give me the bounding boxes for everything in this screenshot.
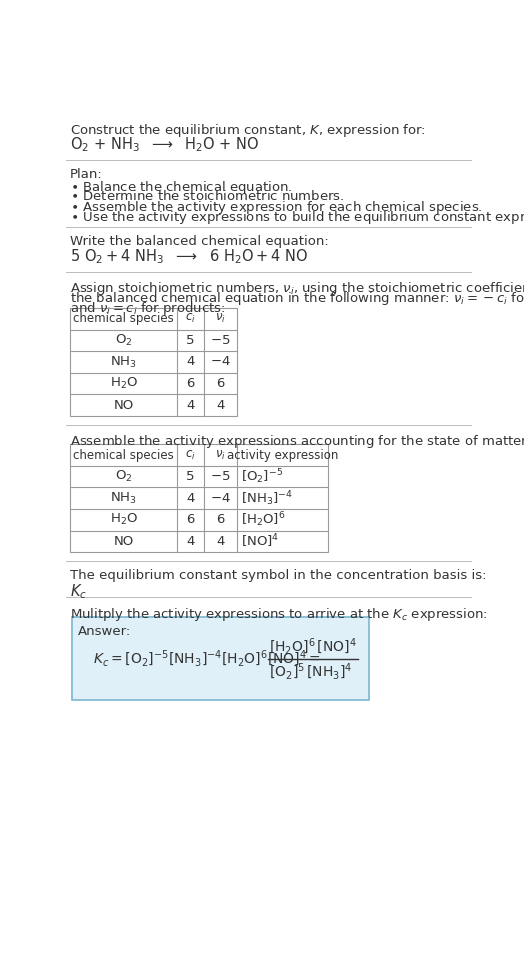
- Text: 4: 4: [187, 399, 195, 411]
- Text: 6: 6: [187, 513, 195, 527]
- Text: $K_c = [\mathrm{O_2}]^{-5}[\mathrm{NH_3}]^{-4}[\mathrm{H_2O}]^{6}[\mathrm{NO}]^{: $K_c = [\mathrm{O_2}]^{-5}[\mathrm{NH_3}…: [93, 649, 321, 669]
- Text: $-5$: $-5$: [210, 470, 231, 483]
- Text: $\nu_i$: $\nu_i$: [215, 312, 226, 325]
- Text: $\mathrm{O_2}$ + $\mathrm{NH_3}$  $\longrightarrow$  $\mathrm{H_2O}$ + NO: $\mathrm{O_2}$ + $\mathrm{NH_3}$ $\longr…: [70, 136, 259, 154]
- Text: activity expression: activity expression: [227, 449, 338, 461]
- Text: $\bullet$ Assemble the activity expression for each chemical species.: $\bullet$ Assemble the activity expressi…: [70, 198, 483, 216]
- Text: and $\nu_i = c_i$ for products:: and $\nu_i = c_i$ for products:: [70, 299, 226, 317]
- Text: 4: 4: [216, 399, 225, 411]
- Text: $\mathrm{NH_3}$: $\mathrm{NH_3}$: [110, 354, 137, 370]
- Text: chemical species: chemical species: [73, 449, 174, 461]
- Text: $c_i$: $c_i$: [185, 312, 196, 325]
- Text: $\mathrm{O_2}$: $\mathrm{O_2}$: [115, 469, 133, 484]
- Text: 6: 6: [216, 513, 225, 527]
- Text: 4: 4: [187, 355, 195, 369]
- Text: $\bullet$ Balance the chemical equation.: $\bullet$ Balance the chemical equation.: [70, 179, 292, 195]
- Text: $\bullet$ Use the activity expressions to build the equilibrium constant express: $\bullet$ Use the activity expressions t…: [70, 209, 524, 225]
- Text: $[\mathrm{H_2O}]^{6}$: $[\mathrm{H_2O}]^{6}$: [242, 510, 286, 529]
- Text: $K_c$: $K_c$: [70, 583, 87, 601]
- Text: $[\mathrm{NO}]^{4}$: $[\mathrm{NO}]^{4}$: [242, 533, 280, 550]
- Text: chemical species: chemical species: [73, 312, 174, 325]
- Text: Assemble the activity expressions accounting for the state of matter and $\nu_i$: Assemble the activity expressions accoun…: [70, 432, 524, 450]
- Text: $[\mathrm{NH_3}]^{-4}$: $[\mathrm{NH_3}]^{-4}$: [242, 489, 293, 508]
- Text: NO: NO: [114, 399, 134, 411]
- Text: $\nu_i$: $\nu_i$: [215, 449, 226, 461]
- Text: 4: 4: [187, 534, 195, 548]
- Text: 6: 6: [216, 377, 225, 390]
- Text: 5: 5: [187, 334, 195, 347]
- FancyBboxPatch shape: [72, 617, 369, 700]
- Text: NO: NO: [114, 534, 134, 548]
- Text: The equilibrium constant symbol in the concentration basis is:: The equilibrium constant symbol in the c…: [70, 569, 487, 582]
- Text: $\mathrm{H_2O}$: $\mathrm{H_2O}$: [110, 512, 138, 528]
- Text: $[\mathrm{O_2}]^{-5}$: $[\mathrm{O_2}]^{-5}$: [242, 467, 283, 486]
- Text: $[\mathrm{O_2}]^5\,[\mathrm{NH_3}]^4$: $[\mathrm{O_2}]^5\,[\mathrm{NH_3}]^4$: [269, 662, 353, 682]
- Text: the balanced chemical equation in the following manner: $\nu_i = -c_i$ for react: the balanced chemical equation in the fo…: [70, 290, 524, 306]
- Text: $\mathrm{O_2}$: $\mathrm{O_2}$: [115, 333, 133, 348]
- Text: $5\ \mathrm{O_2} + 4\ \mathrm{NH_3}$  $\longrightarrow$  $6\ \mathrm{H_2O} + 4$ : $5\ \mathrm{O_2} + 4\ \mathrm{NH_3}$ $\l…: [70, 247, 309, 266]
- Text: $-4$: $-4$: [210, 492, 231, 505]
- Text: $\mathrm{NH_3}$: $\mathrm{NH_3}$: [110, 491, 137, 506]
- Bar: [70, 308, 237, 416]
- Text: Answer:: Answer:: [78, 625, 131, 638]
- Text: Write the balanced chemical equation:: Write the balanced chemical equation:: [70, 235, 329, 247]
- Text: $[\mathrm{H_2O}]^6\,[\mathrm{NO}]^4$: $[\mathrm{H_2O}]^6\,[\mathrm{NO}]^4$: [269, 637, 357, 657]
- Text: 6: 6: [187, 377, 195, 390]
- Text: $\bullet$ Determine the stoichiometric numbers.: $\bullet$ Determine the stoichiometric n…: [70, 189, 345, 202]
- Text: $\mathrm{H_2O}$: $\mathrm{H_2O}$: [110, 376, 138, 391]
- Text: Assign stoichiometric numbers, $\nu_i$, using the stoichiometric coefficients, $: Assign stoichiometric numbers, $\nu_i$, …: [70, 279, 524, 297]
- Text: $c_i$: $c_i$: [185, 449, 196, 461]
- Text: 5: 5: [187, 470, 195, 483]
- Text: 4: 4: [187, 492, 195, 505]
- Bar: [70, 444, 328, 552]
- Text: $-4$: $-4$: [210, 355, 231, 369]
- Text: $-5$: $-5$: [210, 334, 231, 347]
- Text: Mulitply the activity expressions to arrive at the $K_c$ expression:: Mulitply the activity expressions to arr…: [70, 606, 488, 623]
- Text: Plan:: Plan:: [70, 168, 103, 181]
- Text: 4: 4: [216, 534, 225, 548]
- Text: Construct the equilibrium constant, $K$, expression for:: Construct the equilibrium constant, $K$,…: [70, 121, 426, 139]
